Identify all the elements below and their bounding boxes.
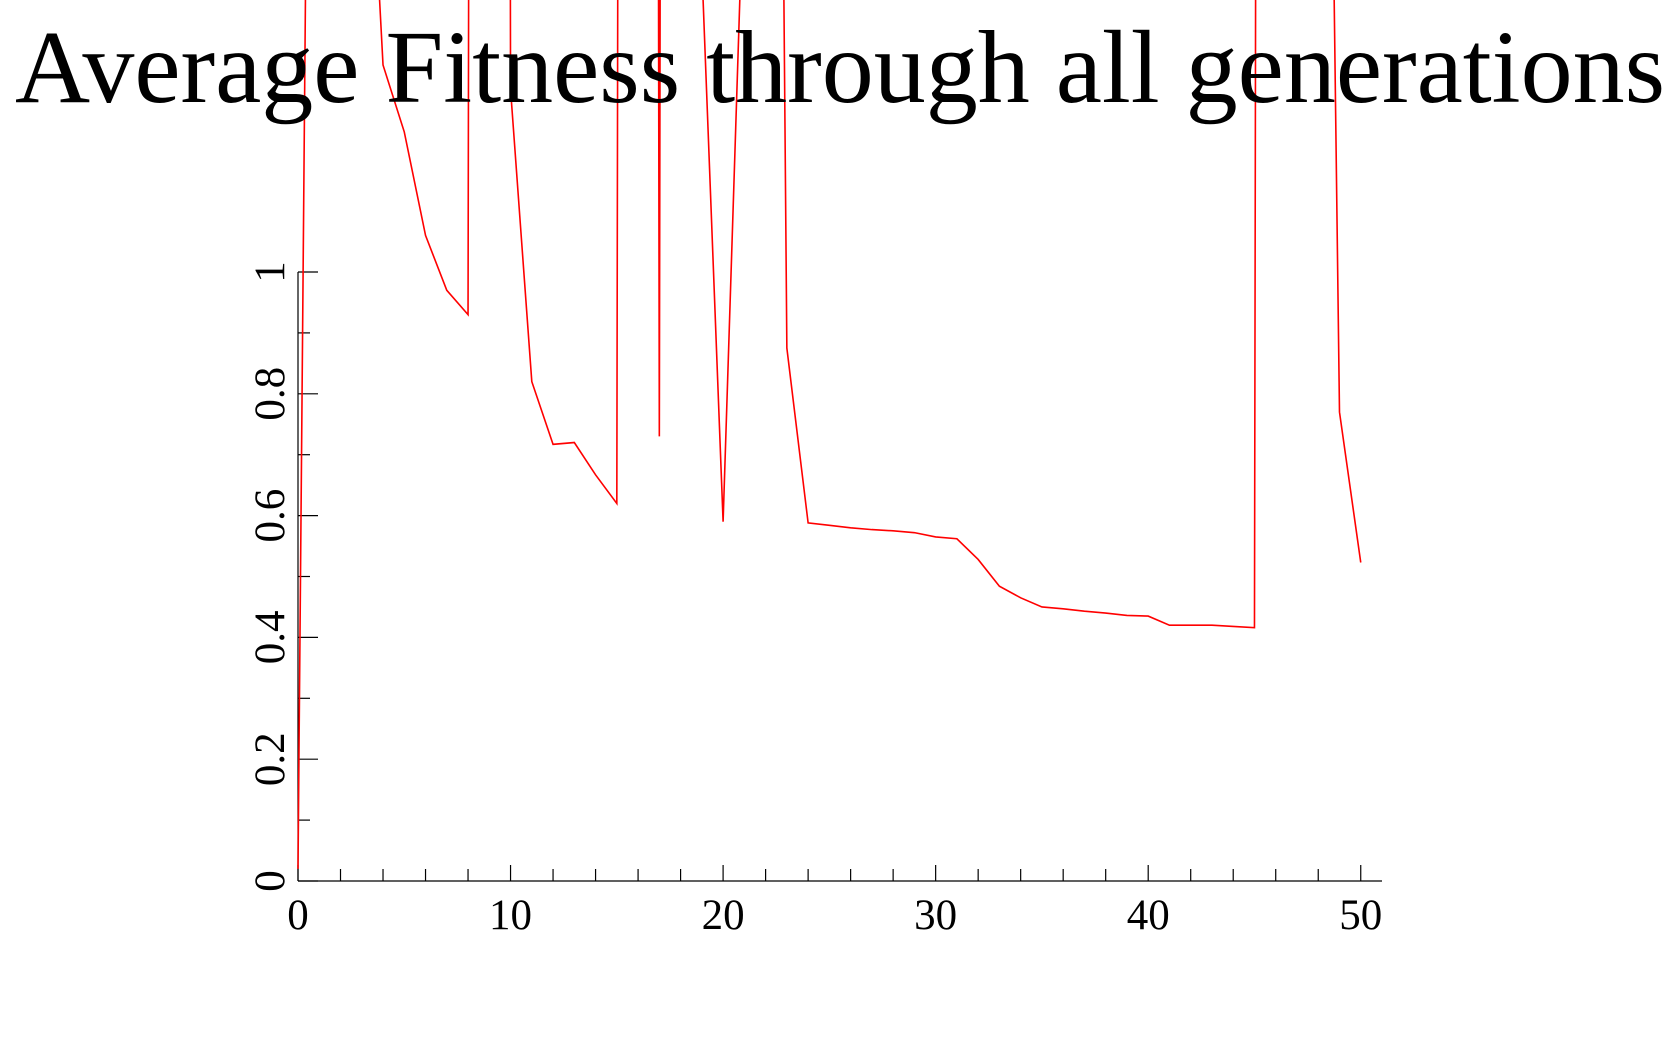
x-tick-label: 0 [287,892,309,939]
y-tick-label: 0.2 [247,732,294,786]
x-tick-label: 20 [702,892,745,939]
chart-title: Average Fitness through all generations [15,10,1665,125]
y-tick-label: 0.6 [247,489,294,543]
x-tick-label: 40 [1127,892,1170,939]
y-tick-label: 0 [247,870,294,892]
y-tick-label: 0.8 [247,367,294,421]
y-tick-label: 0.4 [247,611,294,665]
x-tick-label: 30 [914,892,957,939]
x-tick-label: 10 [489,892,532,939]
data-line [297,0,1362,869]
plot-area: 0 10 20 30 40 50 0 0.2 0.4 0.6 0.8 1 [247,0,1382,939]
y-tick-label: 1 [247,261,294,283]
x-tick-label: 50 [1339,892,1382,939]
